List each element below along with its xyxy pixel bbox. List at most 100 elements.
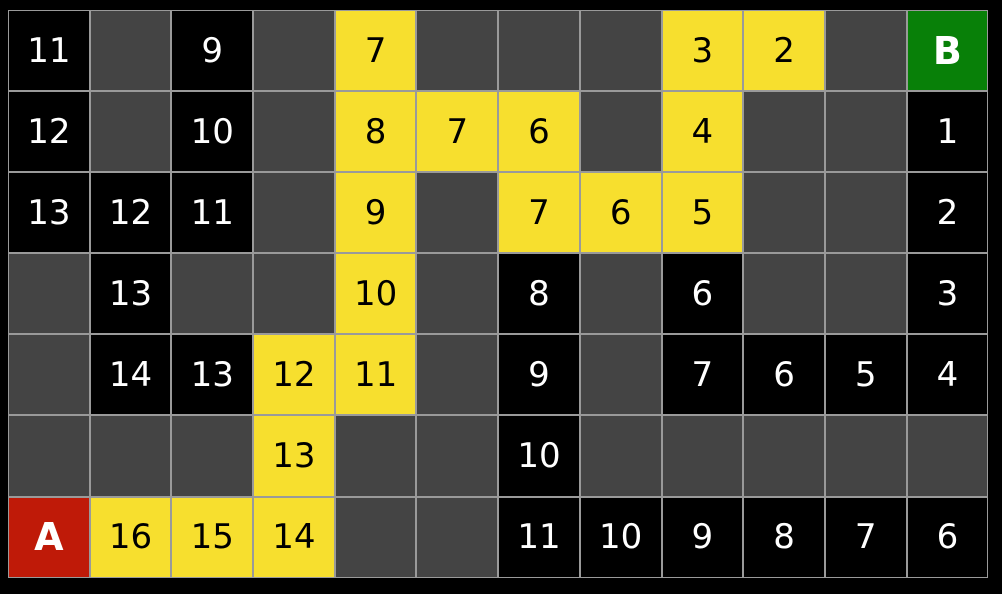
- wall-cell[interactable]: [579, 10, 662, 92]
- wall-cell[interactable]: [416, 253, 499, 335]
- open-cell[interactable]: 2: [906, 172, 989, 254]
- wall-cell[interactable]: [824, 253, 907, 335]
- open-cell[interactable]: 10: [171, 91, 254, 173]
- wall-cell[interactable]: [416, 334, 499, 416]
- open-cell[interactable]: 9: [171, 10, 254, 92]
- wall-cell[interactable]: [8, 253, 90, 335]
- cell-label: 10: [517, 436, 561, 477]
- open-cell[interactable]: 8: [743, 496, 825, 578]
- open-cell[interactable]: 9: [498, 334, 580, 416]
- open-cell[interactable]: 9: [661, 496, 744, 578]
- open-cell[interactable]: 1: [906, 91, 989, 173]
- path-cell[interactable]: 10: [334, 253, 417, 335]
- path-cell[interactable]: 6: [498, 91, 580, 173]
- wall-cell[interactable]: [743, 91, 825, 173]
- open-cell[interactable]: 5: [824, 334, 907, 416]
- cell-label: 7: [446, 111, 469, 152]
- wall-cell[interactable]: [743, 172, 825, 254]
- open-cell[interactable]: 13: [89, 253, 172, 335]
- path-cell[interactable]: 8: [334, 91, 417, 173]
- wall-cell[interactable]: [498, 10, 580, 92]
- wall-cell[interactable]: [8, 415, 90, 497]
- path-cell[interactable]: 7: [334, 10, 417, 92]
- wall-cell[interactable]: [171, 253, 254, 335]
- path-cell[interactable]: 14: [253, 496, 335, 578]
- open-cell[interactable]: 11: [498, 496, 580, 578]
- wall-cell[interactable]: [334, 415, 417, 497]
- wall-cell[interactable]: [416, 172, 499, 254]
- open-cell[interactable]: 12: [8, 91, 90, 173]
- wall-cell[interactable]: [906, 415, 989, 497]
- path-cell[interactable]: 2: [743, 10, 825, 92]
- open-cell[interactable]: 14: [89, 334, 172, 416]
- cell-label: 11: [353, 354, 398, 395]
- wall-cell[interactable]: [743, 415, 825, 497]
- cell-label: 12: [108, 192, 153, 233]
- wall-cell[interactable]: [579, 253, 662, 335]
- wall-cell[interactable]: [661, 415, 744, 497]
- path-cell[interactable]: 3: [661, 10, 744, 92]
- start-cell[interactable]: A: [8, 496, 90, 578]
- cell-label: 8: [364, 111, 387, 152]
- wall-cell[interactable]: [253, 10, 335, 92]
- path-cell[interactable]: 7: [416, 91, 499, 173]
- open-cell[interactable]: 6: [906, 496, 989, 578]
- path-cell[interactable]: 7: [498, 172, 580, 254]
- open-cell[interactable]: 6: [743, 334, 825, 416]
- wall-cell[interactable]: [416, 496, 499, 578]
- cell-label: 6: [773, 354, 795, 395]
- open-cell[interactable]: 13: [8, 172, 90, 254]
- wall-cell[interactable]: [89, 415, 172, 497]
- open-cell[interactable]: 8: [498, 253, 580, 335]
- wall-cell[interactable]: [743, 253, 825, 335]
- open-cell[interactable]: 10: [498, 415, 580, 497]
- wall-cell[interactable]: [89, 91, 172, 173]
- open-cell[interactable]: 12: [89, 172, 172, 254]
- path-cell[interactable]: 11: [334, 334, 417, 416]
- open-cell[interactable]: 3: [906, 253, 989, 335]
- pathfinding-grid: 11 9 7 3 2 B 12 10 8 7 6 4 1 13 12 11 9 7 6 5 2 13 10 8 6 3 14 13 12…: [8, 10, 989, 578]
- cell-label: 10: [599, 517, 643, 558]
- path-cell[interactable]: 12: [253, 334, 335, 416]
- wall-cell[interactable]: [579, 91, 662, 173]
- open-cell[interactable]: 4: [906, 334, 989, 416]
- cell-label: 9: [691, 517, 714, 558]
- wall-cell[interactable]: [334, 496, 417, 578]
- path-cell[interactable]: 15: [171, 496, 254, 578]
- open-cell[interactable]: 10: [579, 496, 662, 578]
- path-cell[interactable]: 16: [89, 496, 172, 578]
- cell-label: 12: [272, 354, 316, 395]
- wall-cell[interactable]: [171, 415, 254, 497]
- wall-cell[interactable]: [824, 91, 907, 173]
- wall-cell[interactable]: [416, 10, 499, 92]
- wall-cell[interactable]: [824, 415, 907, 497]
- wall-cell[interactable]: [253, 91, 335, 173]
- goal-cell[interactable]: B: [906, 10, 989, 92]
- path-cell[interactable]: 13: [253, 415, 335, 497]
- path-cell[interactable]: 4: [661, 91, 744, 173]
- path-cell[interactable]: 9: [334, 172, 417, 254]
- open-cell[interactable]: 7: [824, 496, 907, 578]
- path-cell[interactable]: 5: [661, 172, 744, 254]
- open-cell[interactable]: 13: [171, 334, 254, 416]
- open-cell[interactable]: 6: [661, 253, 744, 335]
- cell-label: 13: [108, 273, 153, 314]
- wall-cell[interactable]: [824, 172, 907, 254]
- cell-label: 10: [190, 111, 234, 152]
- wall-cell[interactable]: [824, 10, 907, 92]
- wall-cell[interactable]: [416, 415, 499, 497]
- cell-label: 11: [190, 192, 234, 233]
- wall-cell[interactable]: [253, 172, 335, 254]
- open-cell[interactable]: 11: [171, 172, 254, 254]
- cell-label: B: [932, 28, 962, 73]
- wall-cell[interactable]: [89, 10, 172, 92]
- cell-label: 9: [201, 30, 224, 71]
- path-cell[interactable]: 6: [579, 172, 662, 254]
- open-cell[interactable]: 7: [661, 334, 744, 416]
- open-cell[interactable]: 11: [8, 10, 90, 92]
- wall-cell[interactable]: [579, 415, 662, 497]
- wall-cell[interactable]: [253, 253, 335, 335]
- wall-cell[interactable]: [8, 334, 90, 416]
- wall-cell[interactable]: [579, 334, 662, 416]
